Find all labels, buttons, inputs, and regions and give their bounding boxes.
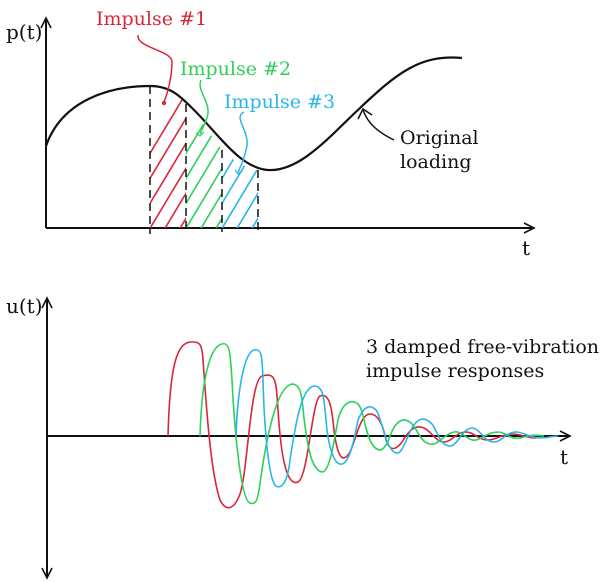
t-axis-bottom-arrowhead-icon — [559, 430, 572, 442]
u-axis-label: u(t) — [6, 294, 43, 318]
impulse-1-response — [167, 341, 537, 509]
t-axis-top-arrowhead-icon — [523, 222, 536, 234]
original-loading-curve — [44, 56, 463, 172]
original-loading-label: Original loading — [400, 127, 479, 175]
impulse-1-label: Impulse #1 — [96, 8, 208, 30]
impulse-3-label: Impulse #3 — [224, 91, 336, 113]
p-axis-arrowhead-icon — [40, 16, 52, 29]
original-loading-leader — [362, 109, 395, 141]
top-plot — [40, 16, 536, 234]
t-axis-bottom-label: t — [560, 445, 569, 469]
u-axis-up-arrowhead-icon — [41, 296, 53, 309]
original-loading-line1: Original — [400, 127, 479, 149]
impulse-1-hatch — [150, 86, 186, 228]
t-axis-top-label: t — [522, 236, 531, 260]
p-axis-label: p(t) — [6, 20, 43, 44]
impulse-2-leader — [199, 79, 209, 135]
original-loading-line2: loading — [400, 150, 472, 173]
bottom-plot — [41, 296, 572, 580]
impulse-2-response — [199, 343, 545, 505]
original-loading-arrowhead-icon — [357, 107, 373, 120]
annotation-line1: 3 damped free-vibration — [366, 336, 600, 358]
annotation-line2: impulse responses — [366, 359, 545, 382]
impulse-1-leader — [137, 34, 173, 103]
u-axis-down-arrowhead-icon — [41, 567, 53, 580]
impulse-dividers — [149, 86, 259, 234]
impulse-2-label: Impulse #2 — [180, 58, 292, 80]
impulse-3-response — [235, 348, 559, 488]
impulse-3-leader — [237, 111, 248, 173]
impulse-responses-annotation: 3 damped free-vibration impulse response… — [366, 336, 599, 384]
